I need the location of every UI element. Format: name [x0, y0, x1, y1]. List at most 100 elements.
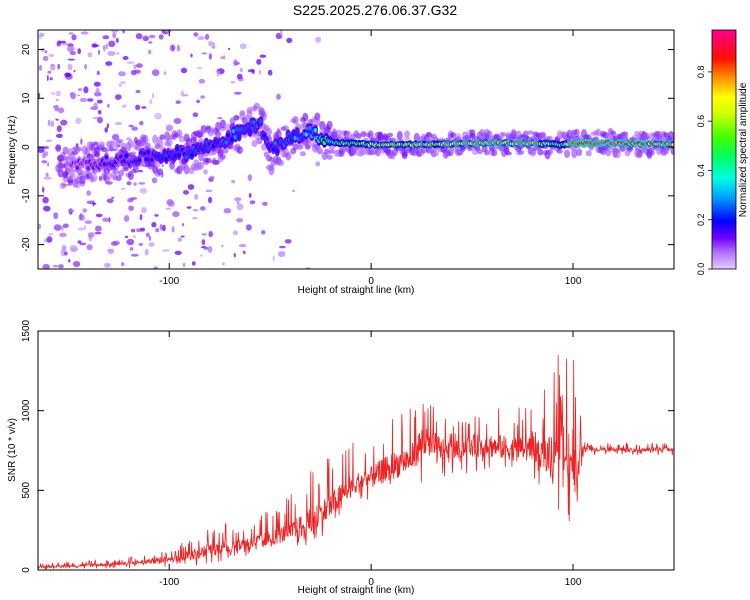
heatmap-halo-cell	[108, 146, 115, 152]
heatmap-noise-cell	[228, 47, 231, 51]
heatmap-noise-cell	[208, 196, 213, 204]
heatmap-ridge-core	[248, 129, 252, 135]
heatmap-noise-cell	[148, 235, 151, 241]
heatmap-noise-cell	[111, 196, 114, 199]
heatmap-halo-cell	[215, 130, 222, 138]
heatmap-noise-cell	[242, 250, 246, 255]
heatmap-noise-cell	[103, 262, 112, 268]
heatmap-noise-cell	[57, 63, 61, 70]
heatmap-noise-cell	[220, 56, 224, 60]
heatmap-noise-cell	[261, 230, 266, 235]
heatmap-noise-cell	[105, 61, 113, 66]
heatmap-noise-cell	[102, 44, 106, 52]
heatmap-noise-cell	[112, 32, 117, 39]
heatmap-halo-cell	[556, 148, 563, 154]
heatmap-halo-cell	[476, 149, 483, 155]
colorbar-tick-label: 0.2	[696, 213, 706, 226]
heatmap-noise-cell	[276, 93, 281, 100]
heatmap-ridge-core	[231, 128, 236, 134]
heatmap-noise-cell	[95, 225, 102, 232]
heatmap-noise-cell	[68, 32, 74, 35]
heatmap-noise-cell	[84, 63, 88, 70]
heatmap-halo-cell	[115, 175, 122, 182]
heatmap-noise-cell	[236, 203, 244, 211]
heatmap-noise-cell	[201, 233, 207, 236]
heatmap-halo-cell	[505, 151, 512, 156]
heatmap-noise-cell	[64, 72, 70, 77]
heatmap-noise-cell	[182, 223, 185, 227]
heatmap-noise-cell	[53, 224, 62, 231]
heatmap-noise-cell	[137, 169, 144, 173]
heatmap-noise-cell	[77, 240, 82, 244]
x-tick-label: 0	[368, 577, 374, 588]
heatmap-noise-cell	[256, 58, 262, 65]
heatmap-noise-cell	[200, 206, 206, 211]
heatmap-halo-cell	[450, 132, 457, 138]
heatmap-halo-cell	[527, 130, 534, 135]
heatmap-noise-cell	[141, 106, 147, 109]
heatmap-noise-cell	[38, 64, 43, 71]
heatmap-noise-cell	[79, 213, 83, 220]
heatmap-noise-cell	[54, 104, 59, 112]
heatmap-noise-cell	[105, 43, 108, 50]
heatmap-halo-cell	[484, 149, 490, 156]
heatmap-noise-cell	[149, 99, 153, 105]
heatmap-noise-cell	[161, 164, 164, 167]
heatmap-noise-cell	[48, 53, 55, 57]
heatmap-noise-cell	[60, 119, 68, 126]
heatmap-halo-cell	[387, 132, 394, 138]
heatmap-noise-cell	[251, 69, 255, 74]
heatmap-noise-cell	[118, 82, 122, 88]
heatmap-ridge-core	[104, 154, 109, 160]
heatmap-noise-cell	[124, 235, 129, 239]
heatmap-halo-cell	[433, 149, 440, 157]
heatmap-halo-cell	[215, 121, 222, 132]
heatmap-noise-cell	[145, 232, 150, 237]
heatmap-halo-cell	[152, 134, 159, 144]
heatmap-noise-cell	[279, 30, 283, 36]
heatmap-noise-cell	[217, 117, 223, 120]
heatmap-halo-cell	[169, 161, 176, 170]
heatmap-noise-cell	[139, 121, 144, 126]
heatmap-noise-cell	[162, 249, 170, 252]
heatmap-halo-cell	[256, 137, 263, 145]
heatmap-ridge-core	[175, 146, 180, 151]
heatmap-ridge-core	[273, 141, 278, 146]
heatmap-noise-cell	[208, 230, 213, 238]
heatmap-noise-cell	[102, 35, 110, 40]
heatmap-noise-cell	[208, 53, 213, 60]
heatmap-halo-cell	[455, 133, 461, 141]
heatmap-halo-cell	[607, 147, 614, 153]
heatmap-noise-cell	[73, 69, 76, 73]
heatmap-noise-cell	[114, 121, 123, 126]
heatmap-noise-cell	[200, 254, 203, 257]
heatmap-noise-cell	[64, 251, 68, 256]
heatmap-halo-cell	[314, 112, 321, 121]
heatmap-halo-cell	[314, 118, 321, 127]
heatmap-halo-cell	[120, 142, 127, 151]
heatmap-noise-cell	[130, 69, 137, 76]
heatmap-noise-cell	[87, 232, 95, 238]
page-title: S225.2025.276.06.37.G32	[292, 2, 458, 18]
heatmap-halo-cell	[224, 123, 231, 131]
heatmap-noise-cell	[126, 238, 135, 246]
heatmap-noise-cell	[122, 56, 129, 60]
heatmap-noise-cell	[39, 32, 45, 37]
heatmap-noise-cell	[72, 261, 81, 267]
heatmap-halo-cell	[384, 136, 391, 141]
heatmap-noise-cell	[193, 32, 199, 37]
heatmap-noise-cell	[292, 189, 295, 193]
x-tick-label: -100	[159, 577, 179, 588]
heatmap-noise-cell	[140, 227, 146, 232]
heatmap-halo-cell	[614, 148, 621, 153]
heatmap-noise-cell	[126, 61, 135, 64]
heatmap-noise-cell	[104, 127, 108, 133]
heatmap-noise-cell	[141, 207, 147, 214]
heatmap-halo-cell	[127, 139, 134, 148]
heatmap-noise-cell	[38, 147, 45, 153]
heatmap-noise-cell	[56, 125, 62, 132]
heatmap-halo-cell	[585, 150, 592, 157]
heatmap-ridge-core	[258, 118, 263, 124]
heatmap-ridge-core	[86, 166, 91, 171]
heatmap-halo-cell	[670, 147, 674, 156]
